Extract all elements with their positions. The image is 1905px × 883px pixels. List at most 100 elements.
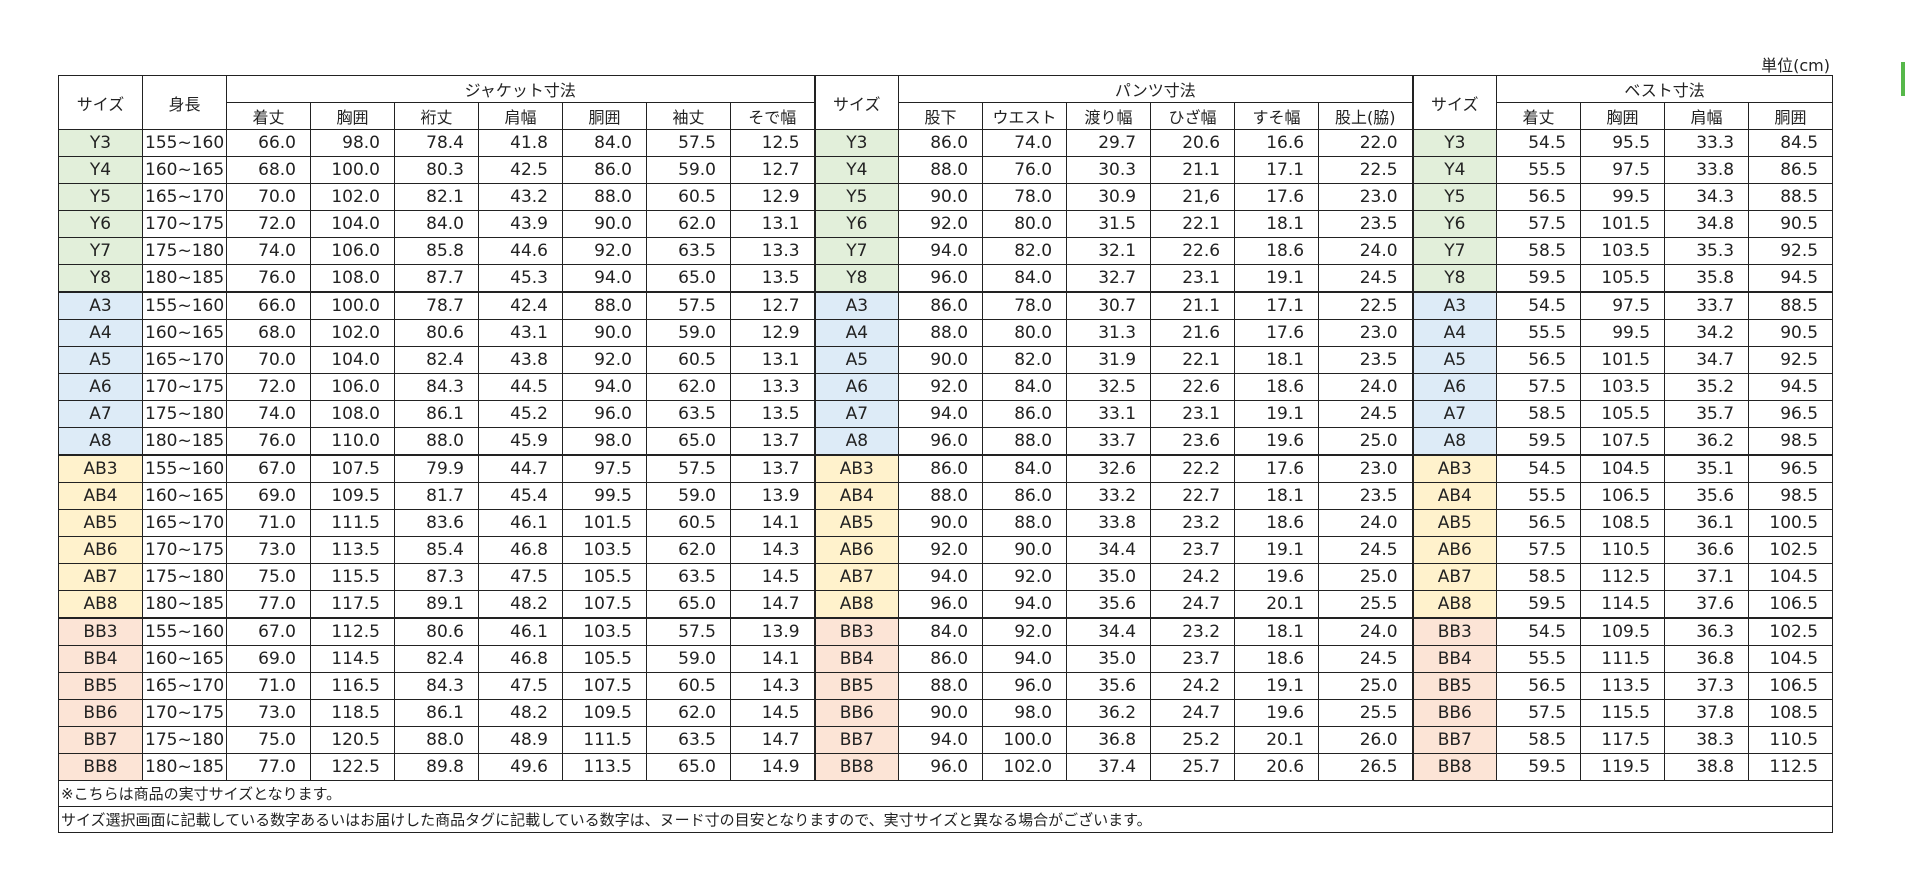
vest-value: 34.7 (1664, 346, 1750, 374)
pants-value: 19.6 (1234, 699, 1320, 727)
table-header: サイズ 身長 ジャケット寸法 サイズ パンツ寸法 サイズ ベスト寸法 着丈 胸囲裄… (58, 75, 1834, 130)
pants-value: 94.0 (898, 400, 984, 428)
pants-value: 16.6 (1234, 129, 1320, 157)
pants-value: 29.7 (1066, 129, 1152, 157)
size-cell: Y3 (1411, 129, 1498, 157)
pants-value: 24.5 (1318, 536, 1414, 564)
pants-col-header: 股下 (898, 102, 984, 130)
size-cell: A4 (1411, 319, 1498, 347)
table-row: A5 165~170 70.0 104.0 82.4 43.8 92.0 60.5 13.1 A5… (58, 346, 1834, 374)
vest-value: 56.5 (1496, 672, 1582, 700)
vest-value: 94.5 (1748, 373, 1834, 401)
vest-value: 107.5 (1580, 427, 1666, 456)
size-cell: BB5 (1411, 672, 1498, 700)
pants-value: 92.0 (982, 617, 1068, 646)
jacket-value: 86.1 (394, 400, 479, 428)
jacket-value: 105.5 (562, 563, 647, 591)
jacket-value: 86.0 (562, 156, 647, 184)
size-cell: BB7 (58, 726, 143, 754)
size-cell: BB4 (1411, 645, 1498, 673)
jacket-value: 13.5 (729, 400, 816, 428)
size-cell: AB6 (58, 536, 143, 564)
jacket-value: 59.0 (646, 319, 731, 347)
table-row: AB3 155~160 67.0 107.5 79.9 44.7 97.5 57.5 13.7 A… (58, 454, 1834, 483)
vest-value: 54.5 (1496, 129, 1582, 157)
size-cell: Y3 (813, 129, 900, 157)
jacket-value: 57.5 (646, 454, 731, 483)
pants-value: 96.0 (982, 672, 1068, 700)
size-cell: A5 (1411, 346, 1498, 374)
table-row: Y8 180~185 76.0 108.0 87.7 45.3 94.0 65.0 13.5 Y8… (58, 264, 1834, 293)
table-row: Y5 165~170 70.0 102.0 82.1 43.2 88.0 60.5 12.9 Y5… (58, 183, 1834, 211)
jacket-col-header: 裄丈 (394, 102, 479, 130)
vest-value: 35.7 (1664, 400, 1750, 428)
vest-value: 112.5 (1580, 563, 1666, 591)
pants-value: 36.2 (1066, 699, 1152, 727)
pants-value: 18.6 (1234, 645, 1320, 673)
size-cell: BB3 (813, 617, 900, 646)
pants-value: 33.2 (1066, 482, 1152, 510)
pants-value: 30.7 (1066, 291, 1152, 320)
jacket-value: 88.0 (394, 427, 479, 456)
pants-value: 32.1 (1066, 237, 1152, 265)
table-row: Y6 170~175 72.0 104.0 84.0 43.9 90.0 62.0 13.1 Y6… (58, 210, 1834, 238)
pants-value: 90.0 (898, 699, 984, 727)
size-cell: AB5 (1411, 509, 1498, 537)
size-cell: BB7 (813, 726, 900, 754)
vest-value: 33.3 (1664, 129, 1750, 157)
jacket-value: 57.5 (646, 291, 731, 320)
table-row: AB5 165~170 71.0 111.5 83.6 46.1 101.5 60.5 14.1… (58, 509, 1834, 537)
pants-value: 25.0 (1318, 563, 1414, 591)
vest-value: 58.5 (1496, 400, 1582, 428)
table-row: A3 155~160 66.0 100.0 78.7 42.4 88.0 57.5 12.7 A3… (58, 291, 1834, 320)
jacket-value: 46.8 (478, 645, 563, 673)
jacket-value: 13.9 (729, 617, 816, 646)
table-row: AB4 160~165 69.0 109.5 81.7 45.4 99.5 59.0 13.9 A… (58, 482, 1834, 510)
height-cell: 170~175 (142, 373, 227, 401)
pants-value: 22.5 (1318, 291, 1414, 320)
size-cell: A6 (813, 373, 900, 401)
jacket-value: 65.0 (646, 264, 731, 293)
jacket-value: 13.7 (729, 427, 816, 456)
size-cell: BB7 (1411, 726, 1498, 754)
pants-value: 86.0 (898, 129, 984, 157)
pants-value: 24.0 (1318, 509, 1414, 537)
height-cell: 175~180 (142, 563, 227, 591)
jacket-value: 45.4 (478, 482, 563, 510)
pants-value: 32.5 (1066, 373, 1152, 401)
size-cell: Y8 (1411, 264, 1498, 293)
jacket-value: 13.5 (729, 264, 816, 293)
jacket-value: 13.3 (729, 237, 816, 265)
pants-value: 23.7 (1150, 645, 1236, 673)
vest-value: 95.5 (1580, 129, 1666, 157)
jacket-value: 48.2 (478, 590, 563, 619)
header-size: サイズ (58, 75, 143, 130)
pants-value: 24.5 (1318, 400, 1414, 428)
pants-value: 18.1 (1234, 617, 1320, 646)
pants-value: 20.1 (1234, 726, 1320, 754)
jacket-value: 112.5 (310, 617, 395, 646)
size-cell: Y7 (1411, 237, 1498, 265)
table-row: BB4 160~165 69.0 114.5 82.4 46.8 105.5 59.0 14.1… (58, 645, 1834, 673)
size-cell: BB8 (1411, 753, 1498, 781)
jacket-value: 84.0 (562, 129, 647, 157)
size-cell: AB7 (813, 563, 900, 591)
pants-value: 22.7 (1150, 482, 1236, 510)
pants-value: 90.0 (982, 536, 1068, 564)
vest-value: 59.5 (1496, 264, 1582, 293)
height-cell: 165~170 (142, 183, 227, 211)
pants-value: 35.0 (1066, 563, 1152, 591)
pants-value: 90.0 (898, 183, 984, 211)
vest-value: 58.5 (1496, 726, 1582, 754)
vest-value: 99.5 (1580, 183, 1666, 211)
jacket-value: 14.7 (729, 590, 816, 619)
vest-value: 57.5 (1496, 373, 1582, 401)
pants-value: 24.7 (1150, 699, 1236, 727)
pants-value: 21,6 (1150, 183, 1236, 211)
jacket-value: 46.1 (478, 509, 563, 537)
vest-value: 57.5 (1496, 699, 1582, 727)
jacket-value: 85.4 (394, 536, 479, 564)
jacket-value: 110.0 (310, 427, 395, 456)
jacket-value: 70.0 (226, 346, 311, 374)
